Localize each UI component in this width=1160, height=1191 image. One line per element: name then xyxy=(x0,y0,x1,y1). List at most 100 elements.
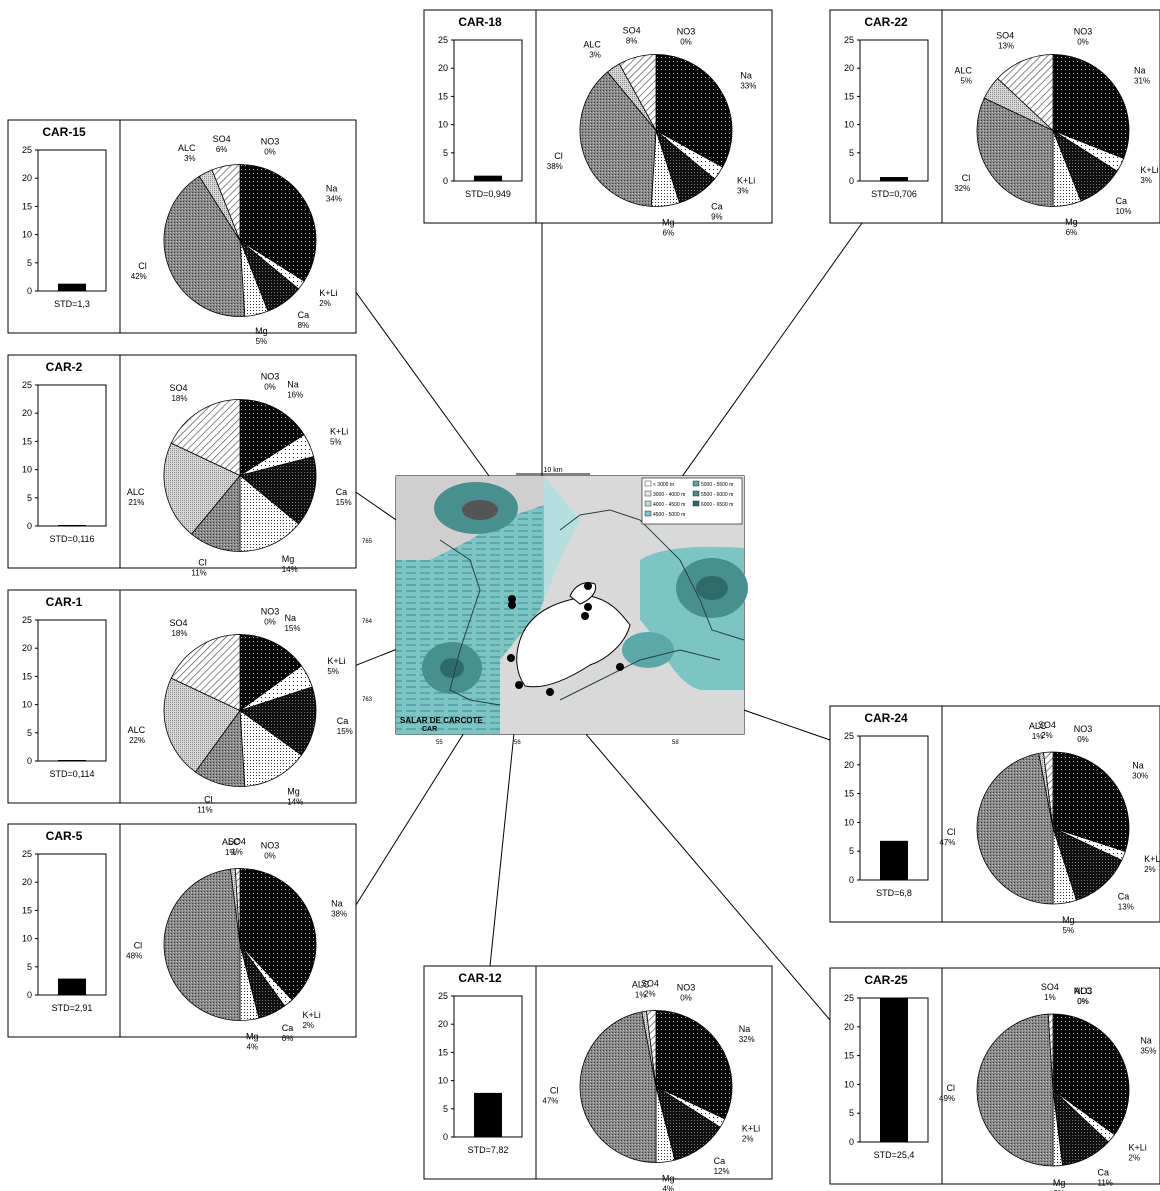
pie-slice-name: Cl xyxy=(947,827,956,837)
y-tick-label: 20 xyxy=(22,173,32,183)
map-volcano-east-peak xyxy=(696,576,728,600)
pie-slice-percent: 3% xyxy=(589,50,601,59)
connector-line xyxy=(549,691,831,1021)
pie-slice-name: ALC xyxy=(128,725,146,735)
pie-slice-percent: 11% xyxy=(197,806,212,815)
panel-title: CAR-1 xyxy=(46,595,83,609)
pie-slice-percent: 8% xyxy=(626,37,638,46)
sample-point xyxy=(508,595,516,603)
sample-point xyxy=(515,681,523,689)
y-tick-label: 10 xyxy=(22,700,32,710)
pie-slice-name: Na xyxy=(284,613,296,623)
map-volcano-north-peak xyxy=(462,500,498,520)
pie-slice-percent: 2% xyxy=(644,990,656,999)
pie-slice-percent: 0% xyxy=(264,148,276,157)
y-tick-label: 0 xyxy=(849,875,854,885)
pie-slice-percent: 0% xyxy=(264,618,276,627)
pie-slice-percent: 34% xyxy=(326,194,342,203)
map-scale-bar: 10 km xyxy=(516,467,590,475)
pie-slice xyxy=(976,752,1054,905)
y-tick-label: 25 xyxy=(22,380,32,390)
pie-slice-name: Na xyxy=(326,183,338,193)
pie-slice-name: Ca xyxy=(337,716,349,726)
sample-panels: CAR-150510152025STD=1,3NO30%Na34%K+Li2%C… xyxy=(7,9,1160,1191)
location-map: 10 km < 3000 m 3000 - 4000 m 4000 - 4500… xyxy=(362,467,748,746)
pie-slice-percent: 21% xyxy=(128,498,144,507)
map-y-tick: 763 xyxy=(362,697,373,703)
pie-slice-name: NO3 xyxy=(261,841,280,851)
map-x-tick: 58 xyxy=(672,740,679,746)
std-bar xyxy=(58,283,86,291)
pie-slice-name: Cl xyxy=(554,151,563,161)
y-tick-label: 15 xyxy=(22,671,32,681)
bar-plot-area xyxy=(37,619,107,762)
pie-slice-name: K+Li xyxy=(302,1010,320,1020)
pie-slice-percent: 0% xyxy=(1077,735,1089,744)
sample-points xyxy=(507,582,624,696)
pie-slice xyxy=(655,1010,733,1120)
pie-slice xyxy=(618,54,657,131)
y-tick-label: 10 xyxy=(22,230,32,240)
pie-slice-percent: 14% xyxy=(282,565,298,574)
map-legend: < 3000 m 3000 - 4000 m 4000 - 4500 m 450… xyxy=(641,477,743,525)
y-tick-label: 5 xyxy=(849,1108,854,1118)
pie-slice-percent: 13% xyxy=(1118,903,1134,912)
pie-slice-percent: 2% xyxy=(1144,865,1156,874)
sample-point xyxy=(584,582,592,590)
pie-slice xyxy=(997,54,1054,132)
y-tick-label: 15 xyxy=(22,905,32,915)
y-tick-label: 25 xyxy=(844,731,854,741)
pie-slice-name: Na xyxy=(287,380,299,390)
sample-point xyxy=(508,601,516,609)
pie-slice-name: K+Li xyxy=(319,288,337,298)
pie-slice-percent: 12% xyxy=(714,1167,730,1176)
pie-slice-name: NO3 xyxy=(1074,986,1093,996)
pie-slice-name: Na xyxy=(1140,1036,1152,1046)
y-tick-label: 10 xyxy=(844,817,854,827)
pie-slice xyxy=(1052,751,1130,852)
pie-slice xyxy=(1052,827,1123,901)
pie-slice-percent: 2% xyxy=(302,1021,314,1030)
pie-slice-percent: 1% xyxy=(225,848,237,857)
panel-title: CAR-2 xyxy=(46,360,83,374)
bar-plot-area xyxy=(859,39,929,182)
pie-slice-name: Ca xyxy=(1115,196,1127,206)
y-tick-label: 5 xyxy=(27,493,32,503)
pie-slice-percent: 2% xyxy=(1053,1189,1065,1191)
panel-title: CAR-5 xyxy=(46,829,83,843)
pie-slice-name: Mg xyxy=(1062,915,1075,925)
pie-slice-name: SO4 xyxy=(1038,720,1056,730)
sample-point xyxy=(584,603,592,611)
pie-slice-name: Na xyxy=(331,898,343,908)
pie-slice-name: Na xyxy=(1132,760,1144,770)
pie-slice-percent: 4% xyxy=(247,1043,259,1052)
map-x-tick: 55 xyxy=(436,740,443,746)
pie-slice-name: K+Li xyxy=(1140,165,1158,175)
y-tick-label: 5 xyxy=(27,962,32,972)
pie-slice-percent: 1% xyxy=(231,848,243,857)
pie-slice-percent: 0% xyxy=(680,38,692,47)
pie-slice-name: K+Li xyxy=(737,176,755,186)
y-tick-label: 15 xyxy=(438,1047,448,1057)
std-bar xyxy=(58,525,86,526)
pie-slice-percent: 11% xyxy=(1097,1178,1112,1187)
y-tick-label: 5 xyxy=(849,846,854,856)
std-label: STD=2,91 xyxy=(52,1003,93,1013)
pie-slice-percent: 22% xyxy=(129,736,145,745)
map-road-south xyxy=(559,649,721,701)
pie-slice-percent: 0% xyxy=(680,994,692,1003)
panel-title: CAR-24 xyxy=(864,711,908,725)
pie-slice-percent: 6% xyxy=(216,145,228,154)
pie-slice-name: NO3 xyxy=(261,607,280,617)
y-tick-label: 5 xyxy=(849,148,854,158)
y-tick-label: 15 xyxy=(22,436,32,446)
pie-slice xyxy=(976,97,1054,207)
map-legend-item: 6000 - 6500 m xyxy=(701,502,733,508)
y-tick-label: 25 xyxy=(22,615,32,625)
pie-slice-percent: 5% xyxy=(330,438,342,447)
pie-slice-name: SO4 xyxy=(996,31,1014,41)
pie-slice-percent: 49% xyxy=(939,1094,955,1103)
